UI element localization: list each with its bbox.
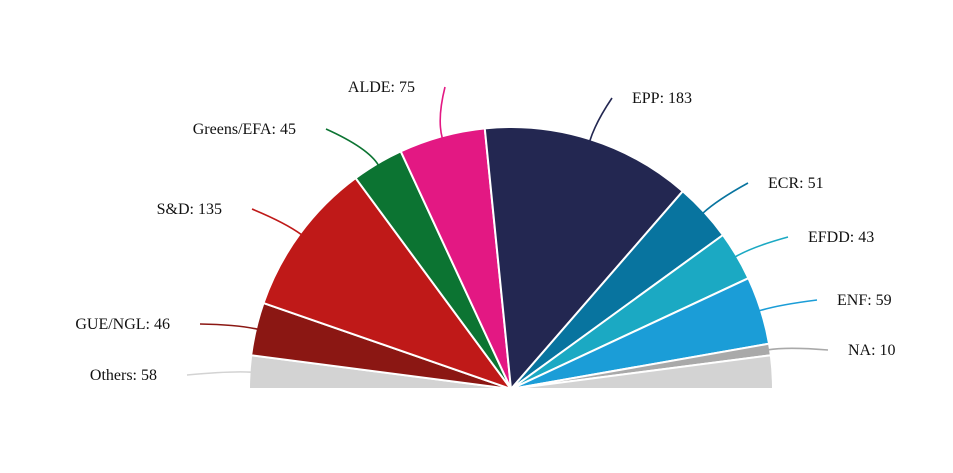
label-s-d: S&D: 135 bbox=[157, 201, 222, 218]
label-gue-ngl: GUE/NGL: 46 bbox=[75, 316, 170, 333]
label-greens-efa: Greens/EFA: 45 bbox=[193, 121, 296, 138]
label-alde: ALDE: 75 bbox=[348, 79, 415, 96]
leader-line-greens-efa bbox=[325, 128, 380, 166]
label-efdd: EFDD: 43 bbox=[808, 229, 874, 246]
leader-line-ecr bbox=[702, 182, 749, 214]
label-others: Others: 58 bbox=[90, 367, 157, 384]
leader-line-gue-ngl bbox=[199, 323, 259, 331]
label-ecr: ECR: 51 bbox=[768, 175, 824, 192]
label-enf: ENF: 59 bbox=[837, 292, 892, 309]
leader-line-others bbox=[186, 371, 252, 376]
leader-line-enf bbox=[758, 299, 818, 312]
leader-line-s-d bbox=[251, 208, 303, 236]
slice-others[interactable] bbox=[510, 354, 775, 390]
chart-labels: Others: 58 GUE/NGL: 46 S&D: 135 Greens/EFA:… bbox=[75, 79, 895, 384]
chart-slices bbox=[247, 126, 775, 390]
leader-line-efdd bbox=[734, 236, 789, 258]
leader-line-na bbox=[767, 347, 829, 351]
leader-line-alde bbox=[439, 86, 446, 139]
label-na: NA: 10 bbox=[848, 342, 896, 359]
label-leader-lines bbox=[186, 86, 829, 376]
label-epp: EPP: 183 bbox=[632, 90, 692, 107]
leader-line-epp bbox=[588, 97, 613, 142]
